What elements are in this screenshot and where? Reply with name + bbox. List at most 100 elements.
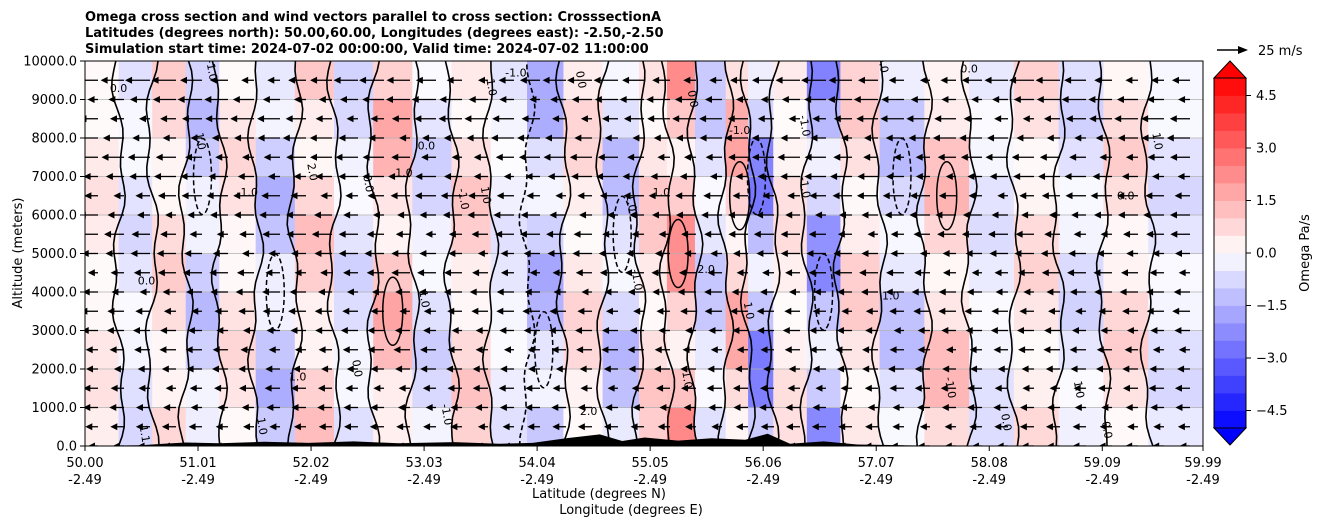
wind-vector [88, 442, 98, 446]
wind-vector [1122, 384, 1138, 392]
wind-vector [704, 96, 722, 103]
wind-vector-head [910, 96, 918, 103]
wind-vector-head [732, 384, 740, 392]
wind-vector [628, 365, 644, 373]
wind-vector [683, 442, 696, 446]
wind-vector [890, 250, 904, 257]
wind-vector-head [839, 404, 847, 411]
wind-vector-head [1173, 288, 1181, 296]
wind-vector [605, 404, 618, 411]
wind-vector-head [214, 384, 222, 392]
wind-vector [727, 211, 748, 219]
wind-vector-head [546, 230, 554, 238]
wind-vector-head [439, 96, 447, 103]
wind-vector [1013, 173, 1034, 180]
wind-vector [390, 192, 410, 200]
wind-vector [841, 307, 852, 315]
wind-vector [707, 269, 722, 277]
wind-vector [152, 96, 176, 103]
wind-vector [262, 230, 280, 238]
wind-vector-head [309, 153, 317, 161]
wind-vector [1121, 173, 1138, 180]
wind-vector [265, 269, 280, 277]
wind-vector-head [1019, 307, 1027, 315]
wind-vector-head [127, 153, 135, 161]
wind-vector [685, 423, 696, 431]
wind-vector [139, 288, 150, 296]
wind-vector [1073, 384, 1086, 392]
wind-vector-head [156, 250, 164, 257]
wind-vector [187, 211, 202, 219]
wind-vector [473, 173, 488, 180]
wind-vector-head [789, 288, 797, 296]
wind-vector-head [780, 173, 788, 180]
colorbar-tick-label: 3.0 [1256, 142, 1277, 157]
wind-vector [914, 365, 930, 373]
wind-vector [414, 115, 436, 123]
wind-vector [1015, 230, 1034, 238]
terrain [85, 433, 1203, 446]
wind-vector-head [596, 173, 604, 180]
wind-vector-head [179, 76, 187, 84]
wind-vector [188, 442, 202, 446]
wind-vector [828, 76, 852, 84]
wind-vector [684, 327, 696, 334]
wind-vector [340, 327, 358, 334]
wind-vector [832, 192, 852, 200]
contour-label: 1.0 [395, 167, 413, 180]
wind-vector [1125, 404, 1138, 411]
wind-vector [345, 192, 358, 200]
wind-vector [1073, 230, 1086, 238]
wind-vector-head [525, 404, 533, 411]
wind-vector [472, 384, 488, 392]
wind-vector-head [1126, 250, 1134, 257]
wind-vector-head [112, 442, 120, 446]
wind-vector-head [627, 288, 635, 296]
quiver-key: 25 m/s [1217, 44, 1303, 59]
wind-vector-head [840, 384, 848, 392]
colorbar-level [1214, 393, 1246, 411]
wind-vector [763, 365, 774, 373]
wind-vector [263, 153, 280, 161]
wind-vector [577, 192, 592, 200]
wind-vector [127, 153, 150, 161]
wind-vector-head [490, 134, 498, 142]
wind-vector-head [422, 442, 430, 446]
wind-vector-head [1040, 250, 1048, 257]
wind-vector [727, 115, 748, 123]
contour-label: -1.0 [505, 66, 526, 79]
wind-vector [208, 173, 228, 180]
wind-vector-head [629, 211, 637, 219]
wind-vector-head [107, 307, 115, 315]
wind-vector-head [162, 134, 170, 142]
wind-vector [235, 288, 254, 296]
wind-vector-head [775, 76, 783, 84]
wind-vector-head [890, 442, 898, 446]
wind-vector [785, 404, 800, 411]
wind-vector [555, 192, 566, 200]
wind-vector [1151, 76, 1164, 84]
wind-vector [989, 250, 1008, 257]
wind-vector-head [579, 442, 587, 446]
wind-vector [623, 115, 644, 123]
wind-vector-head [1146, 288, 1154, 296]
wind-vector [730, 307, 748, 315]
wind-vector-head [707, 269, 715, 277]
wind-vector [520, 211, 540, 219]
wind-vector [1150, 327, 1164, 334]
wind-vector [138, 115, 150, 123]
wind-vector [293, 365, 306, 373]
wind-vector-head [132, 134, 140, 142]
terrain-profile [85, 433, 1203, 446]
wind-vector [629, 327, 644, 334]
wind-vector-head [261, 192, 269, 200]
wind-vector-head [657, 423, 665, 431]
wind-vector-head [864, 442, 872, 446]
wind-vector-head [674, 96, 682, 103]
wind-vector [1174, 327, 1190, 334]
wind-vector-head [1125, 153, 1133, 161]
wind-vector-head [542, 76, 550, 84]
wind-vector [780, 230, 800, 238]
wind-vector-head [335, 153, 343, 161]
wind-vector-head [1152, 173, 1160, 180]
